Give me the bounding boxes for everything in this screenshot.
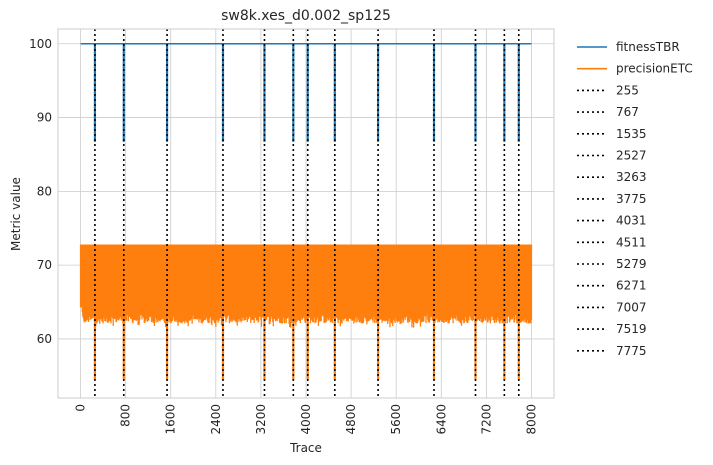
legend-item: 5279 xyxy=(577,257,647,271)
x-tick-label: 4800 xyxy=(344,404,358,435)
x-tick-label: 5600 xyxy=(389,404,403,435)
legend-label: 7775 xyxy=(616,344,647,358)
x-axis-label: Trace xyxy=(289,441,322,455)
y-axis-label: Metric value xyxy=(9,177,23,251)
y-tick-labels: 60 70 80 90 100 xyxy=(29,37,52,346)
x-tick-label: 800 xyxy=(119,404,133,427)
x-tick-label: 2400 xyxy=(209,404,223,435)
x-tick-labels: 0 800 1600 2400 3200 4000 4800 5600 6400 7200 8000 xyxy=(74,404,539,435)
legend-item: 255 xyxy=(577,83,639,97)
x-tick-label: 4000 xyxy=(299,404,313,435)
series-line-precisionETC xyxy=(79,244,533,328)
legend-item: 7775 xyxy=(577,344,647,358)
legend-label: 4031 xyxy=(616,214,647,228)
x-tick-label: 0 xyxy=(74,404,88,412)
legend-label: 7007 xyxy=(616,300,647,314)
y-tick-label: 80 xyxy=(37,184,52,198)
x-tick-label: 3200 xyxy=(254,404,268,435)
legend-item: 4031 xyxy=(577,214,647,228)
y-tick-label: 90 xyxy=(37,111,52,125)
legend-item: 3263 xyxy=(577,170,647,184)
x-tick-label: 6400 xyxy=(434,404,448,435)
legend-label: 6271 xyxy=(616,279,647,293)
change-point-lines xyxy=(94,29,520,398)
x-tick-label: 1600 xyxy=(164,404,178,435)
legend-label: 3775 xyxy=(616,192,647,206)
grid xyxy=(58,29,554,398)
legend-item: 7519 xyxy=(577,322,647,336)
legend-item: 3775 xyxy=(577,192,647,206)
x-tick-label: 7200 xyxy=(479,404,493,435)
y-tick-label: 60 xyxy=(37,332,52,346)
legend: fitnessTBR precisionETC 255 767 1535 2527 3263… xyxy=(577,40,693,358)
legend-label: 4511 xyxy=(616,235,647,249)
legend-item: 767 xyxy=(577,105,639,119)
plot-frame xyxy=(57,28,555,399)
legend-label: 2527 xyxy=(616,149,647,163)
x-tick-label: 8000 xyxy=(524,404,538,435)
legend-item: 6271 xyxy=(577,279,647,293)
y-tick-label: 70 xyxy=(37,258,52,272)
legend-label: 767 xyxy=(616,105,639,119)
chart-title: sw8k.xes_d0.002_sp125 xyxy=(221,8,391,24)
legend-label: 5279 xyxy=(616,257,647,271)
y-tick-label: 100 xyxy=(29,37,52,51)
legend-item: fitnessTBR xyxy=(577,40,680,54)
legend-label: 3263 xyxy=(616,170,647,184)
legend-label: fitnessTBR xyxy=(616,40,680,54)
legend-item: 1535 xyxy=(577,127,647,141)
legend-label: 7519 xyxy=(616,322,647,336)
legend-item: 2527 xyxy=(577,149,647,163)
legend-item: precisionETC xyxy=(577,62,693,76)
legend-item: 7007 xyxy=(577,300,647,314)
legend-label: 255 xyxy=(616,83,639,97)
legend-item: 4511 xyxy=(577,235,647,249)
legend-label: 1535 xyxy=(616,127,647,141)
legend-label: precisionETC xyxy=(616,62,693,76)
